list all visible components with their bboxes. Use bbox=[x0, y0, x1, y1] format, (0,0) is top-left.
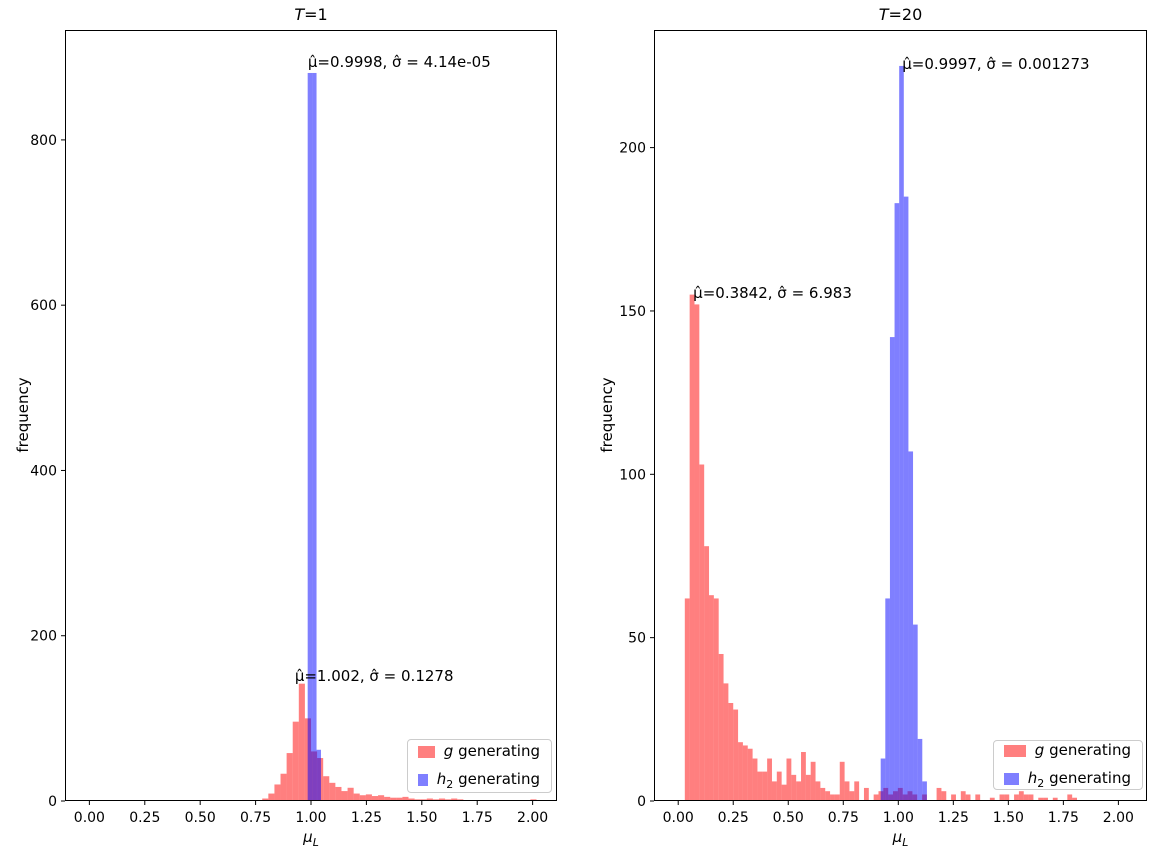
x-tick-label: 1.00 bbox=[883, 810, 914, 826]
legend-item-g: g generating bbox=[1004, 741, 1131, 762]
legend-item-h2: h2 generating bbox=[1004, 769, 1131, 790]
x-tick-label: 1.75 bbox=[1048, 810, 1079, 826]
legend-label-g: g generating bbox=[1034, 740, 1131, 759]
legend-swatch-blue bbox=[1004, 773, 1019, 785]
x-tick-label: 1.50 bbox=[993, 810, 1024, 826]
legend-label-h2: h2 generating bbox=[436, 769, 540, 791]
legend-label-h2: h2 generating bbox=[1027, 768, 1131, 790]
x-tick-label: 1.25 bbox=[351, 810, 382, 826]
mu-subscript: L bbox=[902, 836, 909, 849]
plot1-title-eq: =1 bbox=[304, 5, 328, 24]
plot1-title: T=1 bbox=[65, 4, 557, 26]
plot1-annotation-g-stats: μ̂=1.002, σ̂ = 0.1278 bbox=[294, 667, 454, 686]
h2-generating-bars bbox=[880, 65, 927, 802]
legend-swatch-red bbox=[418, 746, 435, 758]
legend-item-h2: h2 generating bbox=[418, 770, 540, 791]
x-tick-label: 0.50 bbox=[185, 810, 216, 826]
y-tick-label: 0 bbox=[48, 794, 57, 810]
x-tick-label: 1.25 bbox=[938, 810, 969, 826]
plot2-legend: g generating h2 generating bbox=[993, 740, 1143, 790]
y-tick-label: 150 bbox=[619, 304, 646, 320]
x-tick-label: 0.25 bbox=[129, 810, 160, 826]
plot2-title-var: T bbox=[878, 5, 889, 24]
plot2-xaxis-label: μL bbox=[654, 827, 1147, 849]
y-tick-label: 800 bbox=[30, 133, 57, 149]
x-tick-label: 1.50 bbox=[406, 810, 437, 826]
axes-spines bbox=[654, 30, 1147, 801]
legend-swatch-red bbox=[1004, 745, 1026, 757]
y-axis-ticks: 0 200 400 600 800 bbox=[30, 133, 65, 810]
x-tick-label: 0.75 bbox=[828, 810, 859, 826]
plot1-xaxis-label: μL bbox=[65, 827, 557, 849]
y-tick-label: 100 bbox=[619, 467, 646, 483]
y-tick-label: 200 bbox=[619, 141, 646, 157]
x-tick-label: 2.00 bbox=[517, 810, 548, 826]
h2-generating-bars bbox=[307, 72, 321, 802]
g-generating-bars bbox=[684, 294, 1078, 801]
x-tick-label: 0.75 bbox=[240, 810, 271, 826]
y-tick-label: 200 bbox=[30, 629, 57, 645]
y-axis-ticks: 0 50 100 150 200 bbox=[619, 141, 654, 810]
y-tick-label: 400 bbox=[30, 463, 57, 479]
plot2-annotation-g-stats: μ̂=0.3842, σ̂ = 6.983 bbox=[693, 283, 852, 302]
mu-symbol: μ bbox=[892, 828, 903, 846]
x-tick-label: 2.00 bbox=[1103, 810, 1134, 826]
plot2-title: T=20 bbox=[654, 4, 1147, 26]
plot1-annotation-h2-stats: μ̂=0.9998, σ̂ = 4.14e-05 bbox=[307, 53, 491, 72]
x-tick-label: 0.00 bbox=[663, 810, 694, 826]
y-tick-label: 50 bbox=[628, 631, 646, 647]
mu-subscript: L bbox=[312, 836, 319, 849]
plot2-title-eq: =20 bbox=[888, 5, 923, 24]
plot1-title-var: T bbox=[294, 5, 305, 24]
plot1-yaxis-label: frequency bbox=[14, 377, 32, 453]
legend-swatch-blue bbox=[418, 774, 428, 786]
plot2-annotation-h2-stats: μ̂=0.9997, σ̂ = 0.001273 bbox=[902, 55, 1090, 74]
axes-spines bbox=[65, 30, 557, 801]
x-tick-label: 1.75 bbox=[462, 810, 493, 826]
x-tick-label: 0.25 bbox=[718, 810, 749, 826]
mu-symbol: μ bbox=[303, 828, 313, 846]
x-axis-ticks: 0.00 0.25 0.50 0.75 1.00 1.25 1.50 1.75 2.00 bbox=[74, 801, 548, 826]
x-tick-label: 0.50 bbox=[773, 810, 804, 826]
legend-label-g: g generating bbox=[443, 741, 540, 760]
x-tick-label: 1.00 bbox=[295, 810, 326, 826]
plot2-yaxis-label: frequency bbox=[598, 377, 616, 453]
x-tick-label: 0.00 bbox=[74, 810, 105, 826]
x-axis-ticks: 0.00 0.25 0.50 0.75 1.00 1.25 1.50 1.75 2.00 bbox=[663, 801, 1134, 826]
plot1-legend: g generating h2 generating bbox=[407, 739, 552, 793]
y-tick-label: 600 bbox=[30, 298, 57, 314]
y-tick-label: 0 bbox=[637, 794, 646, 810]
legend-item-g: g generating bbox=[418, 742, 540, 763]
